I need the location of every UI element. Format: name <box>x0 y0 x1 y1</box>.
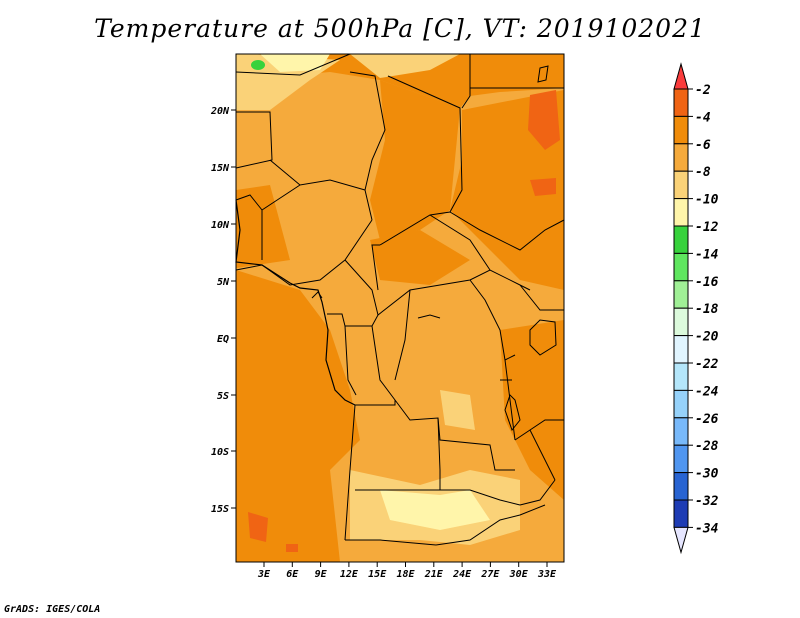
colorbar-swatch <box>673 198 689 227</box>
colorbar-label: -26 <box>695 412 719 427</box>
lon-label: 27E <box>480 569 500 580</box>
lon-label: 6E <box>286 569 299 580</box>
colorbar-swatch <box>673 472 689 501</box>
colorbar-label: -34 <box>695 521 719 536</box>
colorbar-label: -22 <box>695 357 719 372</box>
field-cool-congo <box>440 390 475 430</box>
colorbar-swatch <box>673 143 689 172</box>
field-cool-n <box>350 54 460 78</box>
lon-label: 33E <box>537 569 557 580</box>
colorbar-swatch <box>673 444 689 474</box>
colorbar-label: -28 <box>695 439 719 454</box>
colorbar-swatch <box>673 88 689 117</box>
colorbar-swatch <box>673 362 689 391</box>
colorbar-label: -6 <box>695 138 711 153</box>
lon-label: 18E <box>396 569 415 580</box>
map-panel <box>235 53 565 563</box>
field-warm-west <box>236 185 290 268</box>
colorbar-label: -4 <box>695 110 711 125</box>
colorbar-label: -32 <box>695 494 719 509</box>
field-green-spot <box>251 60 265 70</box>
lat-label: 10N <box>211 220 230 231</box>
lon-label: 3E <box>257 569 271 580</box>
colorbar-bottom-arrow <box>673 526 689 555</box>
lat-label: 15N <box>211 163 230 174</box>
lon-label: 12E <box>340 569 359 580</box>
colorbar-label: -30 <box>695 467 719 482</box>
colorbar-swatch <box>673 335 689 364</box>
lat-label: 5S <box>217 391 229 402</box>
country-borders <box>235 53 565 546</box>
colorbar-swatch <box>673 170 689 200</box>
field-cold-nw <box>260 54 330 72</box>
lon-label: 21E <box>424 569 444 580</box>
field-hot-sw2 <box>286 544 298 552</box>
colorbar-swatch <box>673 115 689 145</box>
field-hot-sw <box>248 512 268 542</box>
colorbar-swatch <box>673 225 689 254</box>
colorbar-label: -20 <box>695 330 719 345</box>
lat-label: 15S <box>211 504 229 515</box>
latitude-axis: 20N 15N 10N 5N EQ 5S 10S 15S <box>210 106 236 515</box>
colorbar-swatch <box>673 252 689 282</box>
colorbar: -2 -4 -6 -8 -10 -12 -14 -16 -18 -20 -22 -24 -26 -28 -3… <box>673 62 719 555</box>
field-hot-e <box>530 178 556 196</box>
lat-label: 10S <box>211 447 229 458</box>
lat-label: 20N <box>210 106 230 117</box>
lat-label: EQ <box>217 334 229 345</box>
field-warm-lakes <box>500 320 564 500</box>
colorbar-swatch <box>673 417 689 446</box>
field-warm-car <box>370 230 470 285</box>
chart-title: Temperature at 500hPa [C], VT: 201910202… <box>94 14 706 43</box>
colorbar-label: -18 <box>695 302 719 317</box>
colorbar-swatch <box>673 499 689 528</box>
lon-label: 24E <box>452 569 472 580</box>
field-warm-ocean <box>236 270 360 562</box>
colorbar-swatch <box>673 280 689 309</box>
lat-label: 5N <box>217 277 230 288</box>
colorbar-label: -10 <box>695 193 719 208</box>
field-hot-ne <box>528 90 560 150</box>
colorbar-swatch <box>673 307 689 337</box>
lon-label: 30E <box>509 569 529 580</box>
lon-label: 9E <box>315 569 328 580</box>
colorbar-label: -2 <box>695 83 711 98</box>
colorbar-label: -16 <box>695 275 719 290</box>
colorbar-label: -8 <box>695 165 711 180</box>
map-frame <box>235 53 565 563</box>
field-cold-south <box>380 490 490 530</box>
colorbar-label: -14 <box>695 247 719 262</box>
grads-credit: GrADS: IGES/COLA <box>4 604 101 615</box>
lon-label: 15E <box>368 569 387 580</box>
colorbar-top-arrow <box>673 62 689 90</box>
colorbar-label: -24 <box>695 384 719 399</box>
field-warm-central <box>370 80 460 240</box>
colorbar-label: -12 <box>695 220 719 235</box>
colorbar-swatch <box>673 389 689 419</box>
longitude-axis: 3E 6E 9E 12E 15E 18E 21E 24E 27E 30E 33E <box>257 562 557 580</box>
field-warm-east <box>450 90 564 290</box>
